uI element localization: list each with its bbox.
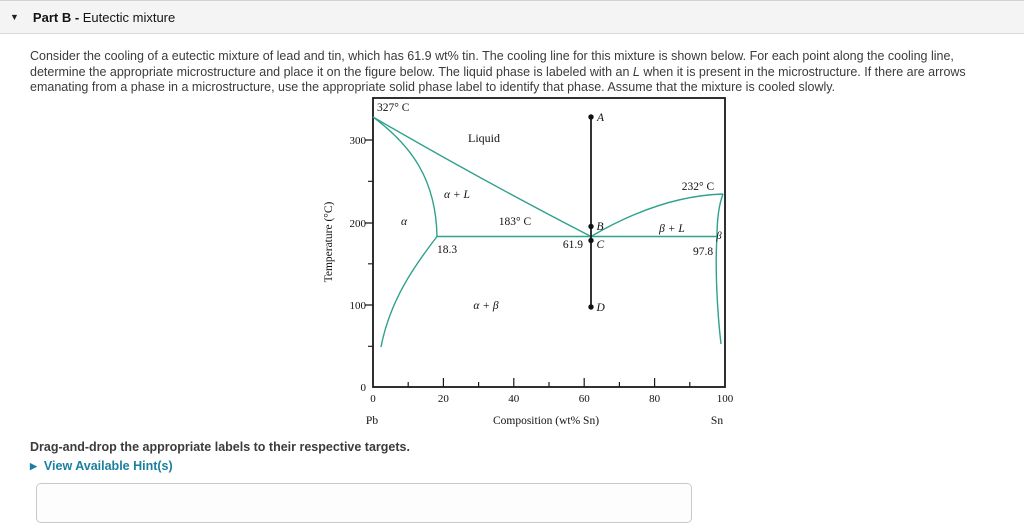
y-axis-ticks xyxy=(365,139,373,347)
region-alpha-beta-label: α + β xyxy=(473,300,499,312)
problem-text-2: when it is present in the microstructure… xyxy=(30,64,966,95)
plot-border xyxy=(372,97,726,388)
point-b-marker[interactable] xyxy=(588,223,594,230)
x-axis-right-end-label: Sn xyxy=(711,415,723,427)
x-tick-60: 60 xyxy=(579,393,591,405)
view-hints-label: View Available Hint(s) xyxy=(43,459,173,473)
solidus-right-curve xyxy=(716,193,724,237)
point-c-label: C xyxy=(597,239,605,251)
sn-melting-label: 232° C xyxy=(682,181,715,193)
x-tick-20: 20 xyxy=(438,393,450,405)
solidus-left-curve xyxy=(372,116,438,237)
region-alpha-label: α xyxy=(401,216,408,228)
x-tick-0: 0 xyxy=(370,393,376,405)
point-c-marker[interactable] xyxy=(588,237,594,244)
y-tick-300: 300 xyxy=(350,135,367,147)
y-tick-0: 0 xyxy=(361,382,367,394)
problem-text-1: Consider the cooling of a eutectic mixtu… xyxy=(30,49,954,79)
region-liquid-label: Liquid xyxy=(468,131,500,145)
part-title-rest: Eutectic mixture xyxy=(82,9,176,25)
eutectic-comp-label: 61.9 xyxy=(563,239,583,251)
liquidus-right-curve xyxy=(590,193,724,238)
y-tick-100: 100 xyxy=(350,300,367,312)
collapse-triangle-icon[interactable]: ▼ xyxy=(10,11,19,22)
view-hints-link[interactable]: ▶ View Available Hint(s) xyxy=(30,459,173,473)
y-axis-title: Temperature (°C) xyxy=(323,201,335,282)
beta-min-label: 97.8 xyxy=(693,246,713,258)
phase-diagram-figure: A B C D 327° C 232° C 183° C 18.3 61.9 9… xyxy=(320,92,750,440)
hint-arrow-icon: ▶ xyxy=(30,460,37,471)
point-b-label: B xyxy=(597,221,604,233)
alpha-max-label: 18.3 xyxy=(437,244,457,256)
region-beta-label: β xyxy=(715,231,722,242)
answer-panel[interactable] xyxy=(36,483,692,523)
x-tick-100: 100 xyxy=(717,393,734,405)
solvus-left-curve xyxy=(380,236,438,348)
point-d-label: D xyxy=(596,302,606,314)
point-a-label: A xyxy=(596,112,605,124)
x-tick-40: 40 xyxy=(508,393,520,405)
eutectic-temp-label: 183° C xyxy=(499,216,532,228)
pb-melting-label: 327° C xyxy=(377,102,410,114)
x-axis-title: Composition (wt% Sn) xyxy=(493,415,599,427)
part-title-bold: Part B - xyxy=(32,9,83,25)
x-tick-80: 80 xyxy=(649,393,661,405)
part-header: ▼ Part B - Eutectic mixture xyxy=(0,0,1024,34)
point-a-marker[interactable] xyxy=(588,114,594,120)
liquid-phase-symbol: L xyxy=(632,64,640,79)
solvus-right-curve xyxy=(715,236,722,345)
phase-boundaries xyxy=(372,116,724,348)
x-axis-ticks xyxy=(407,378,691,387)
part-title: Part B - Eutectic mixture xyxy=(33,10,175,25)
phase-diagram-svg: A B C D 327° C 232° C 183° C 18.3 61.9 9… xyxy=(323,97,734,427)
y-tick-200: 200 xyxy=(350,218,367,230)
region-beta-l-label: β + L xyxy=(658,223,685,235)
problem-statement: Consider the cooling of a eutectic mixtu… xyxy=(30,49,992,96)
liquidus-left-curve xyxy=(372,116,592,238)
drag-drop-instruction: Drag-and-drop the appropriate labels to … xyxy=(30,440,410,454)
x-axis-left-end-label: Pb xyxy=(366,415,378,427)
region-alpha-l-label: α + L xyxy=(444,189,470,201)
point-d-marker[interactable] xyxy=(588,304,594,310)
